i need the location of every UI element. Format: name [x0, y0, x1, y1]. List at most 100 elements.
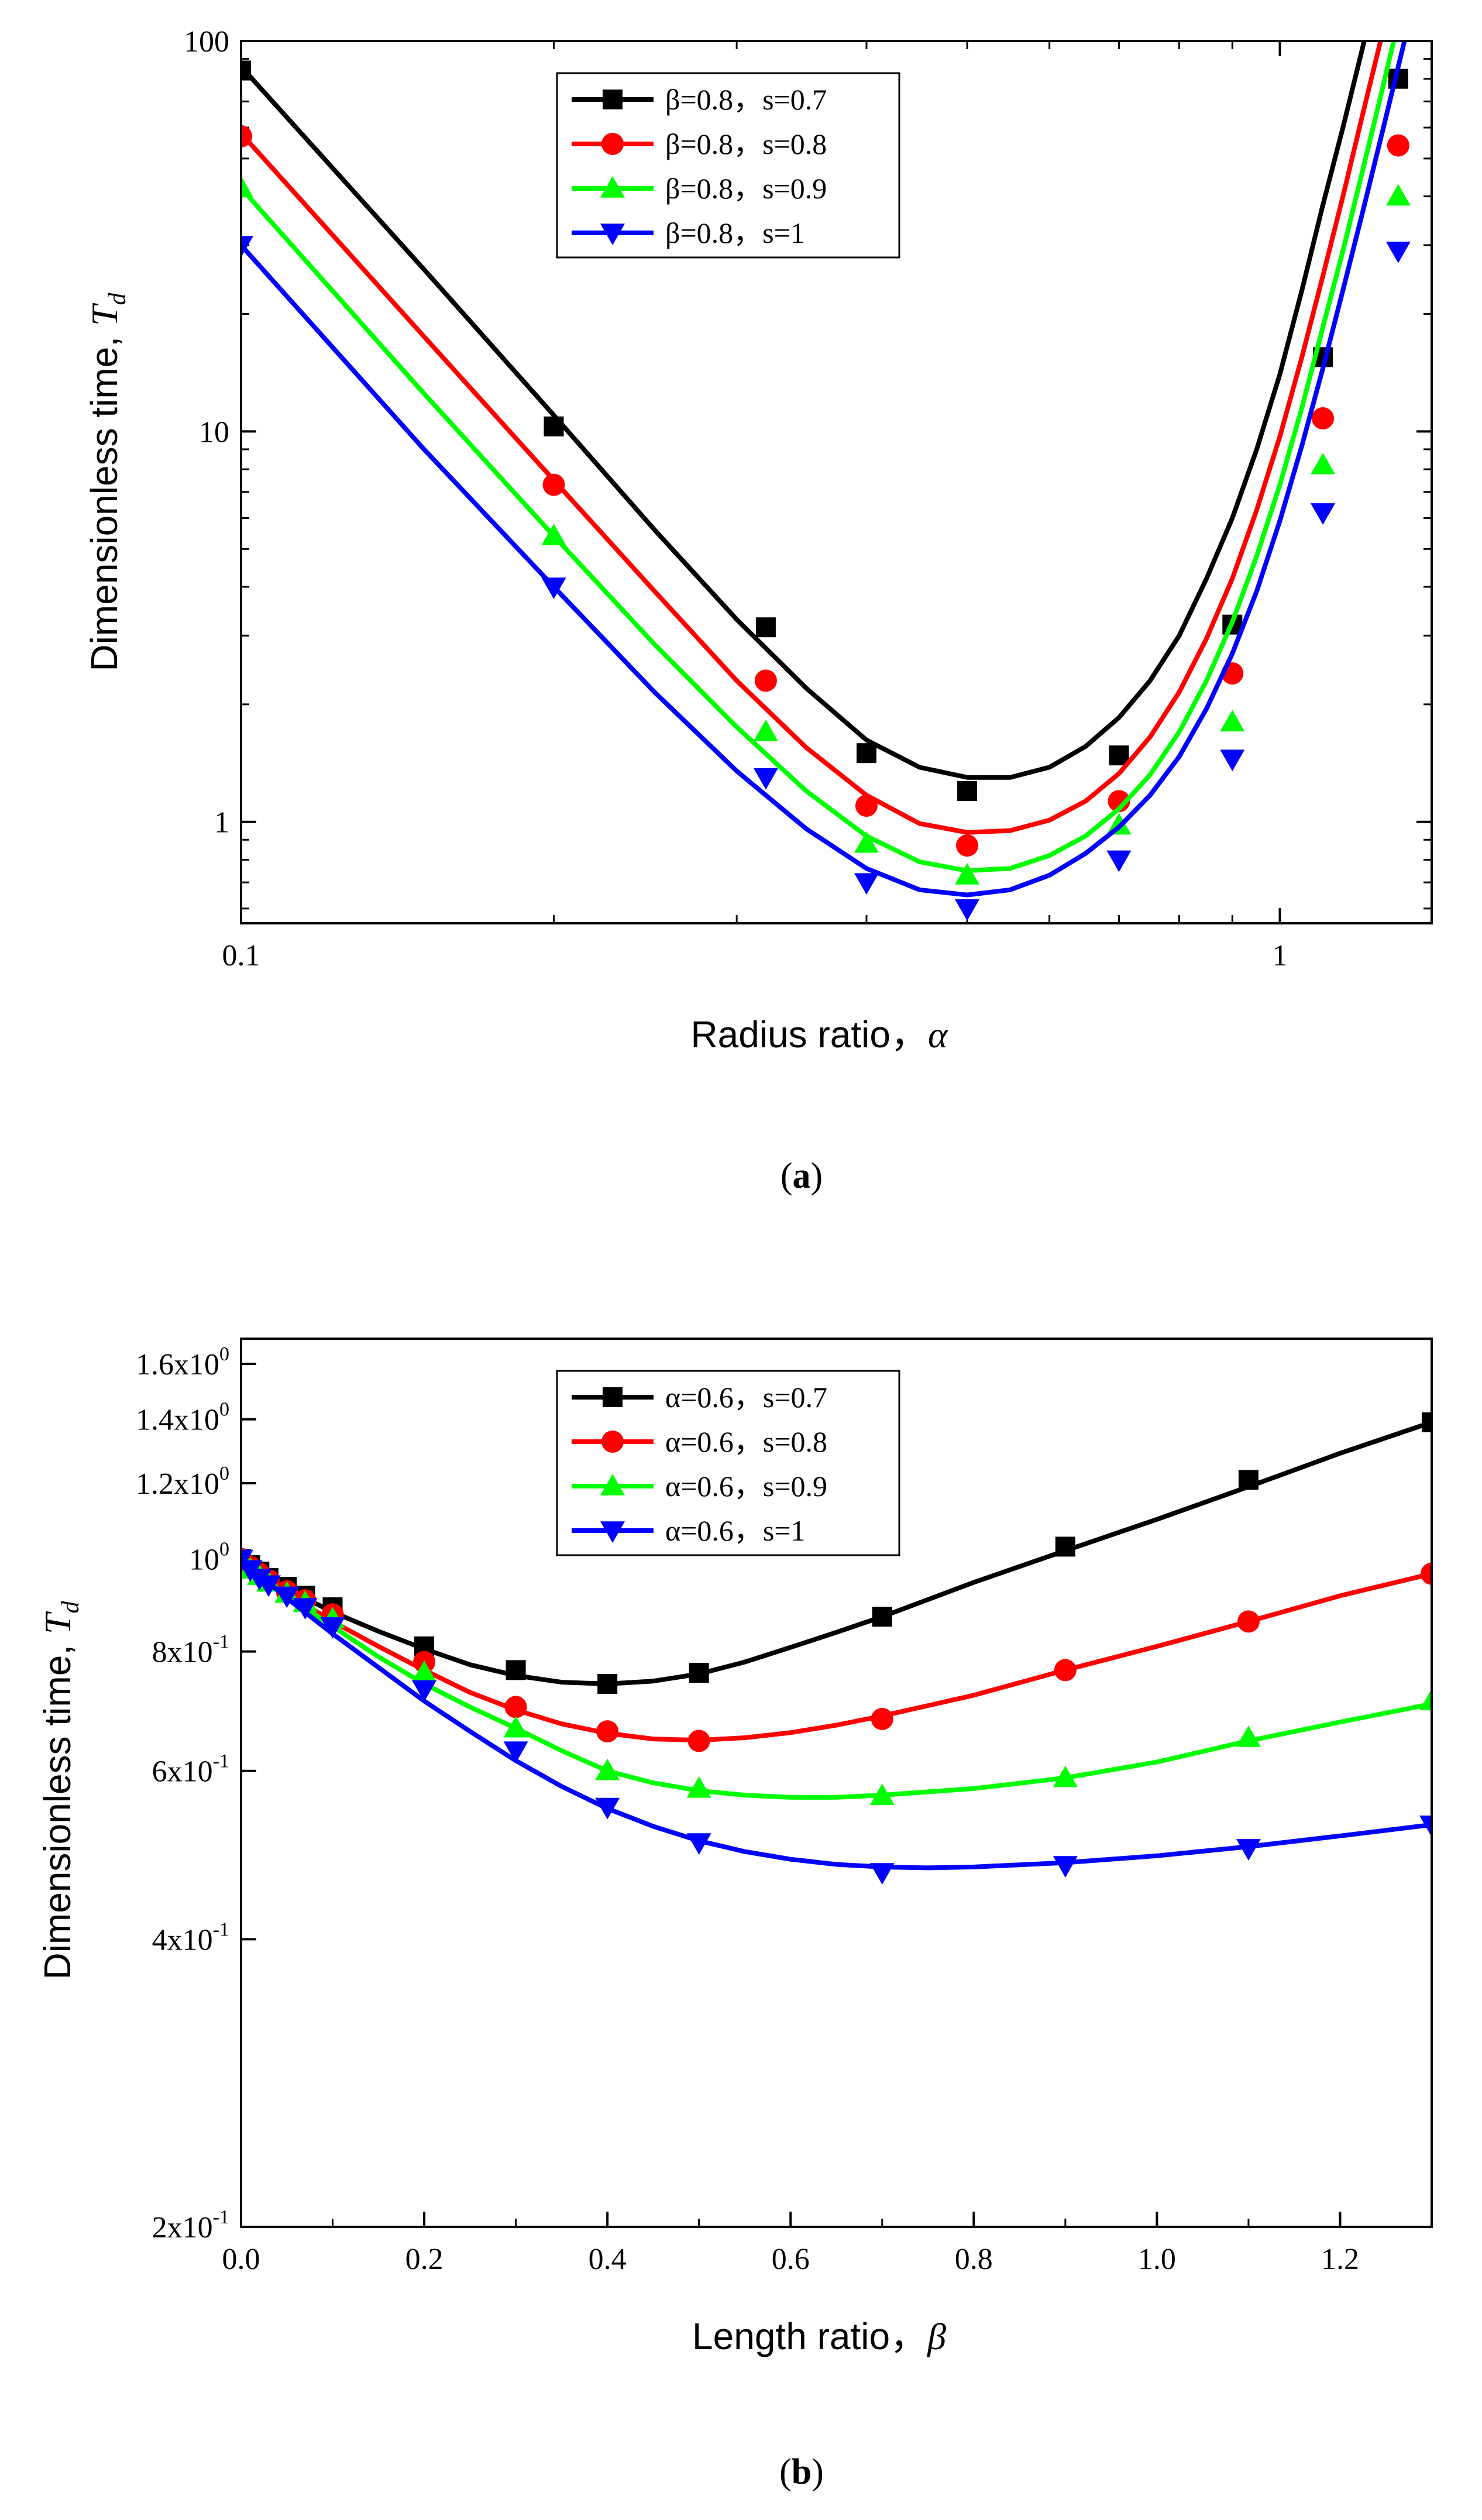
- legend-swatch-marker: [603, 1387, 623, 1407]
- data-point: [869, 1783, 895, 1806]
- plot-frame: [240, 40, 1433, 924]
- y-tick-exponent: 0: [219, 1399, 229, 1421]
- data-point: [320, 1617, 345, 1639]
- data-point: [686, 1776, 711, 1798]
- chart-b: 0.0 0.2 0.4 0.6 0.8 1.0 1.22x10-14x10-16x10-18…: [36, 1338, 1433, 2492]
- x-tick-label: 0.1: [222, 939, 260, 972]
- data-point: [1106, 850, 1132, 872]
- y-tick-label: 1.4x100: [136, 1399, 229, 1437]
- legend-label: α=0.6，s=1: [665, 1514, 806, 1547]
- legend-swatch-marker: [600, 1474, 625, 1496]
- data-point: [754, 669, 777, 692]
- data-point: [544, 416, 564, 436]
- legend-label: β=0.8，s=0.9: [665, 172, 827, 205]
- x-axis-title-symbol: β: [926, 2316, 946, 2357]
- data-point: [1220, 750, 1245, 772]
- data-point: [1238, 1470, 1259, 1490]
- legend: α=0.6，s=0.7 α=0.6，s=0.8 α=0.6，s=0.9 α=0.6，s…: [556, 1370, 900, 1556]
- y-tick-mantissa: 2x10: [152, 2211, 213, 2244]
- y-axis-title-subscript: d: [57, 1601, 84, 1614]
- x-tick-label: 1: [1273, 939, 1288, 972]
- x-axis-title-symbol: α: [928, 1014, 948, 1056]
- legend-label: α=0.6，s=0.7: [665, 1381, 827, 1414]
- data-point: [542, 473, 565, 496]
- x-tick-label: 0.6: [772, 2243, 810, 2276]
- y-tick-label: 1.2x100: [136, 1463, 229, 1501]
- y-tick-mantissa: 10: [189, 1543, 219, 1576]
- data-point: [1385, 184, 1411, 206]
- data-point: [1237, 1610, 1260, 1633]
- y-tick-exponent: 0: [219, 1538, 229, 1560]
- series-line: [241, 41, 1407, 898]
- legend-label: β=0.8，s=1: [665, 216, 805, 249]
- y-tick-mantissa: 8x10: [152, 1636, 213, 1669]
- data-point: [686, 1833, 711, 1855]
- y-tick-exponent: -1: [213, 1751, 229, 1772]
- data-point: [854, 831, 879, 853]
- series-4: [241, 41, 1411, 921]
- y-tick-mantissa: 1.6x10: [136, 1348, 219, 1381]
- x-axis-ticks: 0.0 0.2 0.4 0.6 0.8 1.0 1.2: [222, 2212, 1359, 2276]
- data-point: [1385, 242, 1411, 263]
- legend-label: α=0.6，s=0.9: [665, 1470, 827, 1503]
- legend-swatch-marker: [603, 90, 623, 109]
- y-axis-title-text: Dimensionless time,: [36, 1634, 78, 1979]
- minor-ticks: [241, 41, 1432, 923]
- legend-swatch-marker: [600, 1521, 625, 1543]
- y-axis-title-symbol: T: [37, 1611, 78, 1634]
- x-axis-title-text: Radius ratio，: [690, 1013, 928, 1056]
- y-tick-mantissa: 1.2x10: [136, 1467, 219, 1501]
- legend-label: β=0.8，s=0.8: [665, 128, 827, 160]
- y-tick-label: 1: [214, 806, 229, 840]
- data-point: [1236, 1839, 1261, 1861]
- data-point: [753, 719, 778, 741]
- data-point: [871, 1707, 893, 1730]
- caption-close: ): [812, 2452, 824, 2492]
- caption-letter: a: [793, 1156, 811, 1196]
- data-point: [1311, 452, 1336, 475]
- data-point: [1312, 407, 1335, 430]
- x-tick-label: 0.8: [955, 2243, 993, 2276]
- data-point: [869, 1863, 895, 1885]
- legend-swatch-marker: [600, 224, 625, 245]
- data-point: [1387, 134, 1409, 157]
- y-axis-title-text: Dimensionless time,: [83, 326, 125, 671]
- data-point: [1311, 503, 1336, 525]
- data-point: [241, 125, 252, 147]
- y-tick-label: 4x10-1: [152, 1919, 229, 1957]
- data-point: [1109, 745, 1129, 766]
- y-tick-label: 100: [189, 1538, 229, 1576]
- legend-swatch-marker: [600, 176, 625, 198]
- series-1: [241, 41, 1408, 801]
- data-point: [596, 1720, 619, 1743]
- y-axis-title-symbol: T: [84, 302, 125, 326]
- plot-area: [241, 41, 1411, 921]
- y-tick-label: 10: [199, 415, 229, 449]
- y-axis-ticks: 1 10 100: [184, 25, 1432, 840]
- data-point: [1419, 1815, 1432, 1837]
- x-tick-label: 1.0: [1138, 2243, 1176, 2276]
- y-tick-label: 6x10-1: [152, 1751, 229, 1789]
- series-line: [241, 41, 1397, 874]
- y-tick-mantissa: 6x10: [152, 1755, 213, 1789]
- data-point: [753, 768, 778, 790]
- data-point: [503, 1741, 528, 1763]
- series-4: [241, 1549, 1432, 1885]
- data-point: [595, 1758, 620, 1780]
- data-point: [1422, 1412, 1432, 1432]
- data-point: [1220, 710, 1245, 732]
- y-axis-ticks: 2x10-14x10-16x10-18x10-11001.2x1001.4x10…: [136, 1343, 256, 2244]
- series-line: [241, 1556, 1432, 1871]
- data-point: [856, 743, 876, 764]
- y-tick-exponent: 0: [219, 1463, 229, 1484]
- caption-close: ): [811, 1156, 823, 1196]
- y-tick-exponent: -1: [213, 1919, 229, 1940]
- legend-label: β=0.8，s=0.7: [665, 83, 827, 116]
- x-tick-label: 0.4: [589, 2243, 627, 2276]
- data-point: [256, 1575, 281, 1597]
- plot-frame: [240, 1338, 1433, 2228]
- plot-area: [241, 1412, 1432, 1885]
- data-point: [854, 873, 879, 895]
- x-tick-label: 0.0: [222, 2243, 260, 2276]
